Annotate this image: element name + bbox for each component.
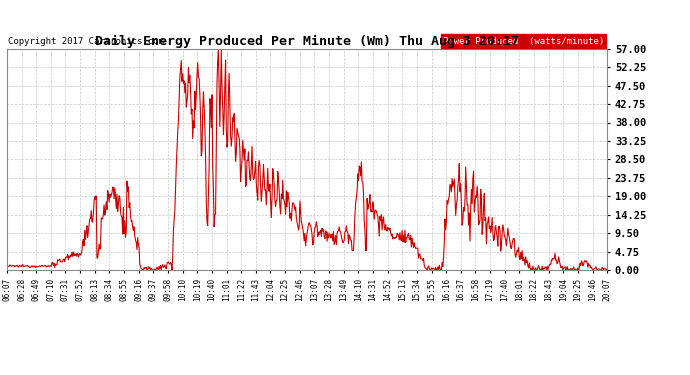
Text: Copyright 2017 Cartronics.com: Copyright 2017 Cartronics.com: [8, 37, 164, 46]
Text: Power Produced  (watts/minute): Power Produced (watts/minute): [443, 37, 604, 46]
Title: Daily Energy Produced Per Minute (Wm) Thu Aug 3 20:17: Daily Energy Produced Per Minute (Wm) Th…: [95, 34, 519, 48]
